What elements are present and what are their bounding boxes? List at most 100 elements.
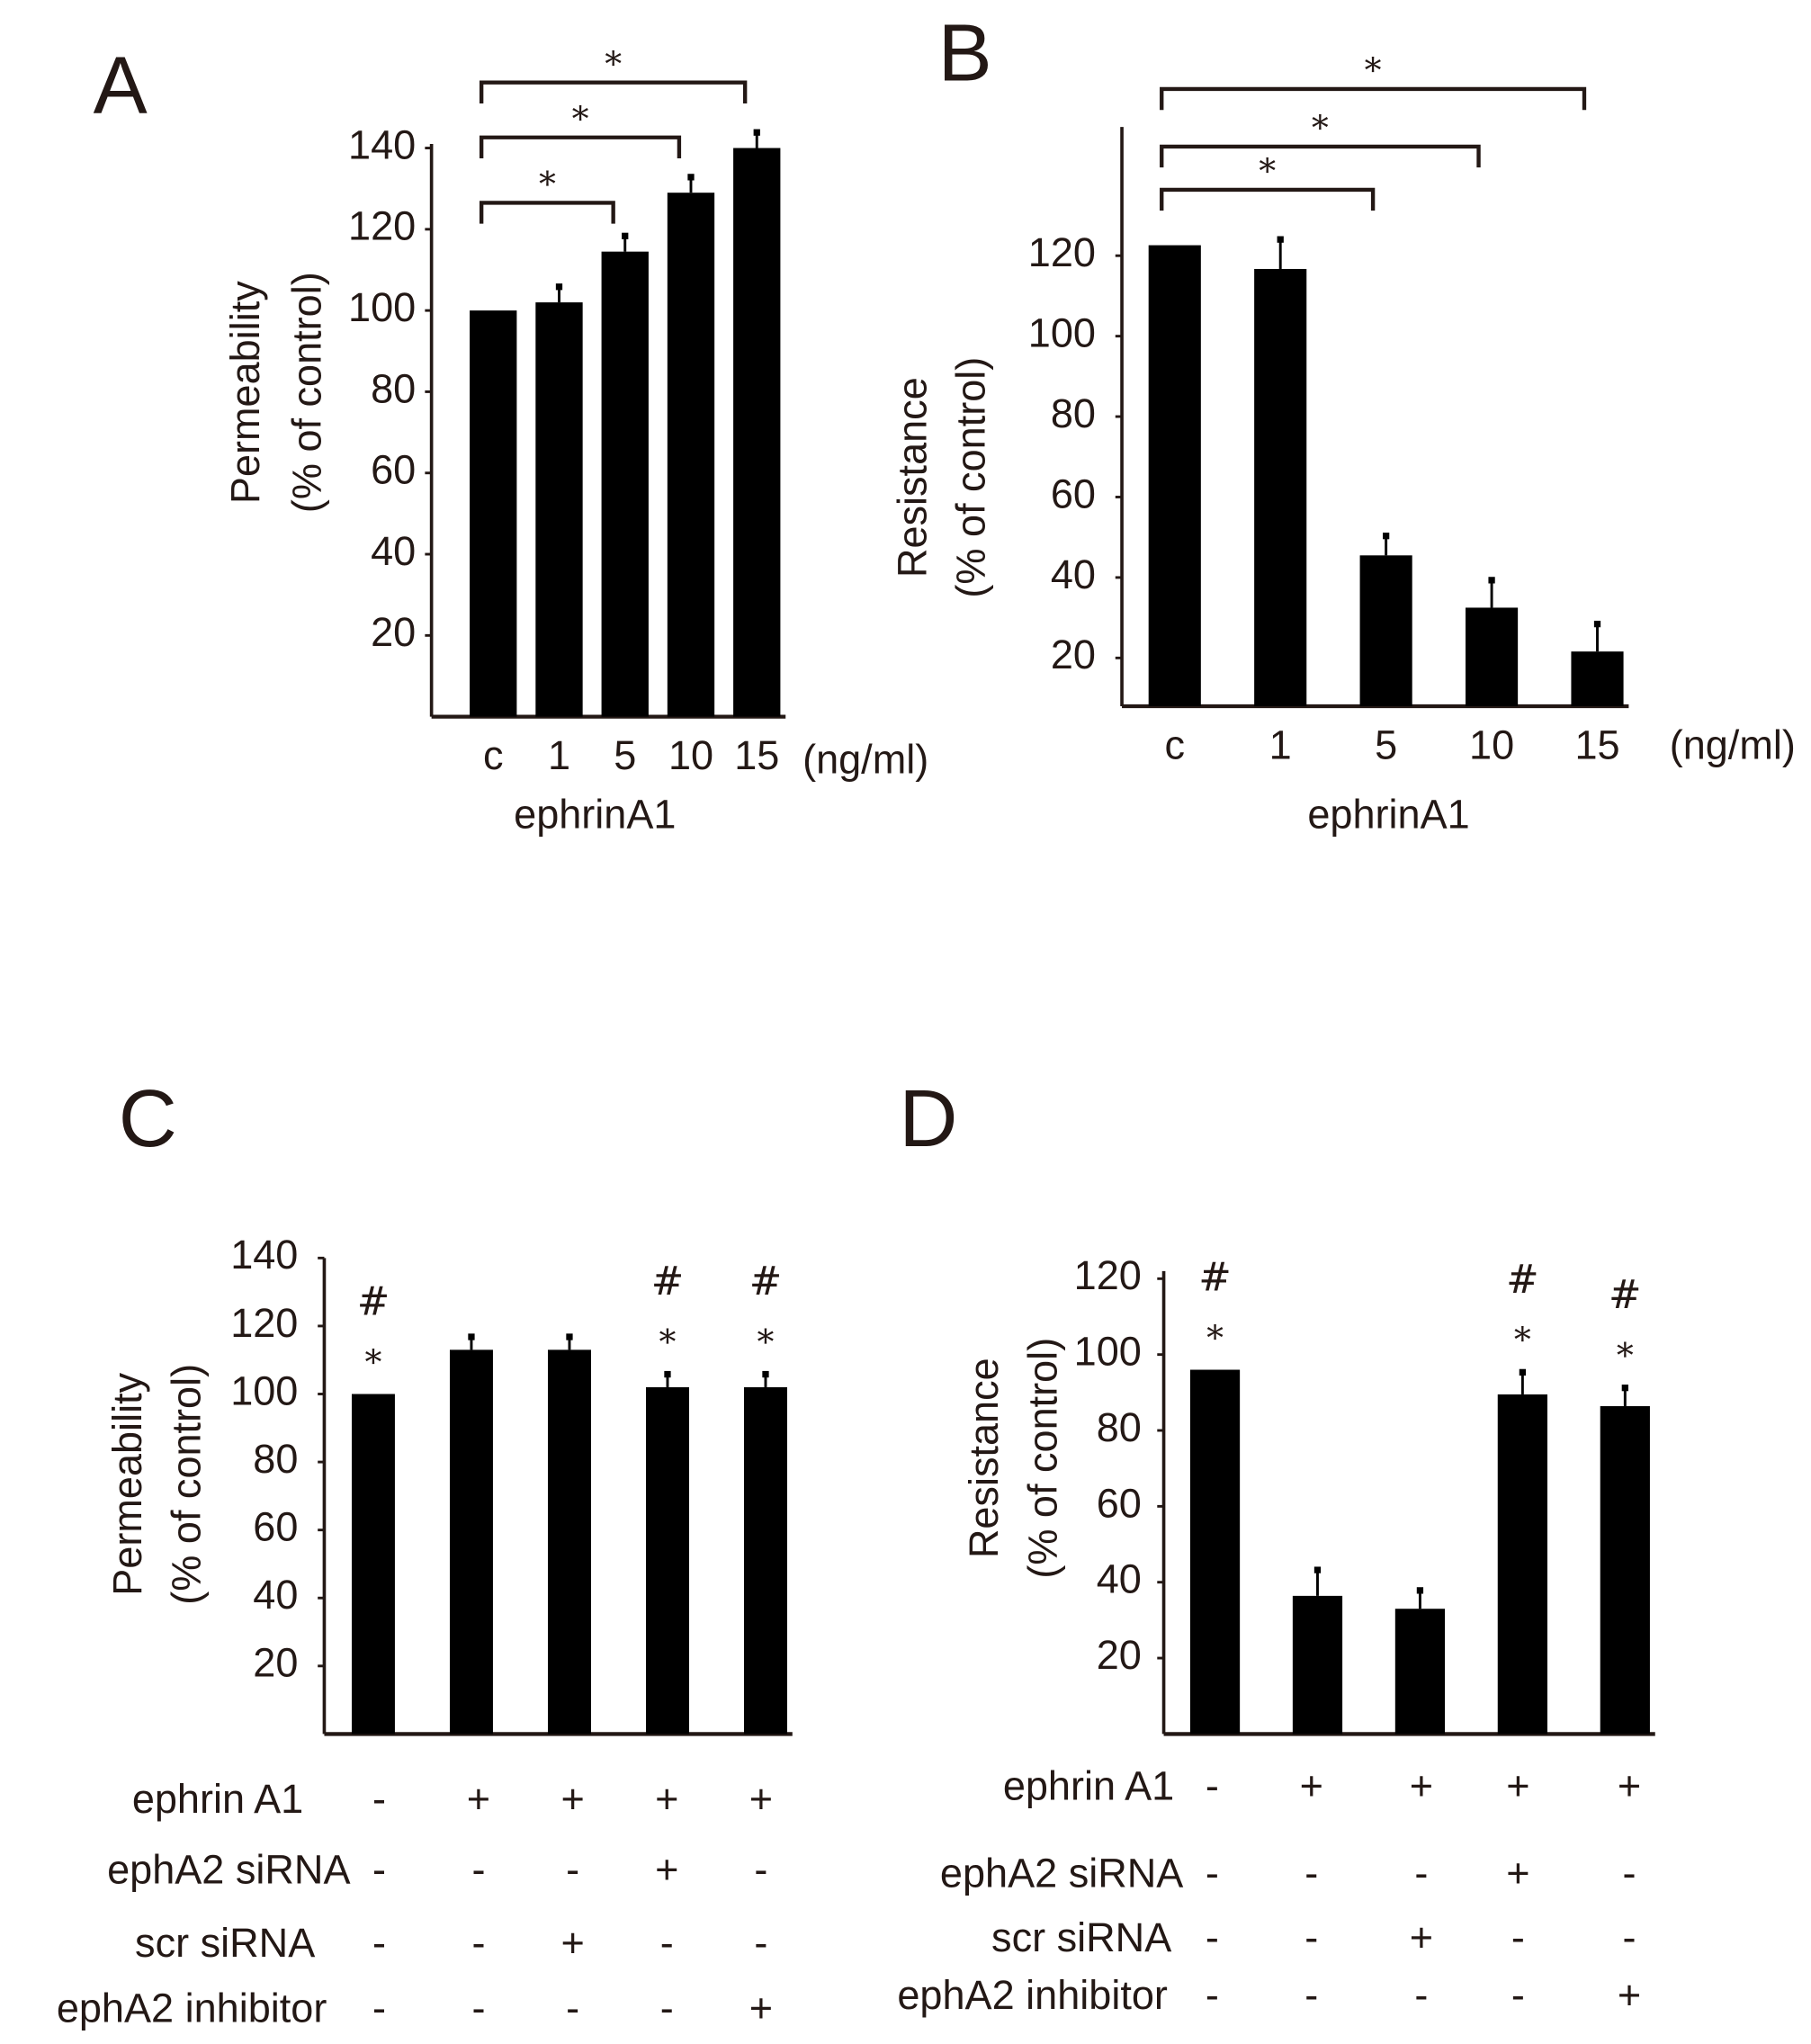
- significance-bracket: [479, 201, 615, 224]
- y-tick-label: 120: [348, 203, 416, 249]
- error-cap: [566, 1333, 573, 1340]
- x-tick-label: c: [1164, 722, 1185, 767]
- significance-bracket: [1160, 86, 1587, 111]
- y-tick-label: 100: [1028, 310, 1096, 356]
- y-tick-label: 20: [371, 609, 416, 655]
- y-tick-label: 20: [1051, 632, 1096, 677]
- error-cap: [468, 1333, 475, 1340]
- condition-value: +: [1410, 1762, 1433, 1808]
- y-tick-label: 60: [371, 447, 416, 493]
- condition-label: ephA2 inhibitor: [57, 1985, 327, 2031]
- condition-value: -: [1622, 1914, 1636, 1960]
- significance-label: *: [1259, 151, 1276, 191]
- error-cap: [1277, 236, 1284, 243]
- x-tick-label: 10: [1469, 722, 1514, 767]
- y-tick-label: 120: [230, 1300, 298, 1346]
- bar-annotation: #: [1506, 1258, 1539, 1303]
- bar-annotation: #: [749, 1260, 783, 1304]
- bar-annotation: *: [1206, 1318, 1224, 1358]
- condition-value: +: [1300, 1762, 1323, 1808]
- x-tick-label: c: [483, 732, 504, 778]
- y-tick-label: 100: [348, 284, 416, 330]
- condition-value: +: [749, 1985, 773, 2031]
- bar: [1292, 1595, 1343, 1735]
- condition-label: ephA2 siRNA: [940, 1851, 1183, 1896]
- bar-annotation: *: [659, 1322, 677, 1361]
- error-cap: [753, 129, 760, 136]
- condition-value: +: [655, 1776, 678, 1822]
- bar: [733, 148, 781, 717]
- bar-annotation: #: [651, 1260, 685, 1304]
- y-tick-label: 80: [1051, 390, 1096, 436]
- y-tick-label: 100: [1074, 1329, 1142, 1375]
- y-tick-label: 140: [230, 1232, 298, 1278]
- condition-value: -: [754, 1846, 767, 1892]
- bar: [1254, 268, 1307, 706]
- bar: [645, 1386, 689, 1735]
- bar: [1189, 1369, 1241, 1735]
- significance-label: *: [539, 164, 556, 203]
- condition-value: +: [1506, 1851, 1529, 1896]
- bar: [470, 310, 517, 717]
- bar: [547, 1349, 591, 1735]
- panel-letter: A: [94, 40, 148, 131]
- x-tick-label: 5: [1375, 722, 1397, 767]
- error-cap: [1488, 577, 1495, 584]
- significance-label: *: [605, 44, 622, 84]
- error-cap: [664, 1370, 671, 1378]
- y-tick-label: 80: [253, 1436, 298, 1482]
- bar: [1359, 555, 1412, 706]
- x-tick-label: 10: [668, 732, 713, 778]
- condition-value: +: [1618, 1972, 1641, 2018]
- y-tick-label: 40: [371, 528, 416, 574]
- y-tick-label: 60: [1097, 1480, 1142, 1526]
- y-axis-label: Resistance: [961, 1358, 1007, 1558]
- error-cap: [762, 1370, 769, 1378]
- condition-value: -: [566, 1846, 579, 1892]
- bar-annotation: *: [1617, 1335, 1634, 1375]
- y-axis-label: (% of control): [948, 357, 994, 598]
- y-tick-label: 120: [1074, 1252, 1142, 1298]
- y-tick-label: 80: [371, 365, 416, 411]
- x-tick-label: 15: [1574, 722, 1619, 767]
- bar: [667, 193, 715, 717]
- error-cap: [1621, 1385, 1628, 1392]
- condition-value: -: [1206, 1972, 1219, 2018]
- y-axis-label: Permeability: [104, 1372, 150, 1595]
- condition-value: -: [566, 1985, 579, 2031]
- bar: [449, 1349, 493, 1735]
- y-axis-label: (% of control): [283, 272, 329, 513]
- error-cap: [1593, 620, 1601, 628]
- y-tick-label: 140: [348, 121, 416, 167]
- y-tick-label: 40: [253, 1572, 298, 1618]
- bar: [1394, 1609, 1446, 1735]
- x-tick-label: 1: [1269, 722, 1292, 767]
- significance-bracket: [1160, 187, 1376, 211]
- bar: [1497, 1394, 1547, 1735]
- x-tick-label: 15: [734, 732, 779, 778]
- condition-value: -: [1511, 1914, 1525, 1960]
- y-tick-label: 20: [253, 1640, 298, 1686]
- bar: [1571, 651, 1624, 706]
- bar: [744, 1386, 787, 1735]
- condition-value: -: [1414, 1972, 1428, 2018]
- condition-value: -: [372, 1920, 386, 1966]
- condition-value: -: [1206, 1762, 1219, 1808]
- bar: [1148, 245, 1201, 706]
- condition-label: ephA2 inhibitor: [897, 1972, 1168, 2018]
- panel-letter: B: [938, 7, 992, 98]
- significance-label: *: [1365, 50, 1382, 90]
- condition-value: -: [1304, 1851, 1318, 1896]
- condition-value: -: [1622, 1851, 1636, 1896]
- bar-annotation: #: [1198, 1256, 1232, 1301]
- panel-letter: C: [119, 1073, 177, 1164]
- condition-value: -: [1206, 1914, 1219, 1960]
- condition-value: -: [1304, 1972, 1318, 2018]
- y-tick-label: 80: [1097, 1404, 1142, 1450]
- x-unit: (ng/ml): [802, 736, 928, 782]
- condition-value: -: [660, 1985, 674, 2031]
- bar: [1600, 1406, 1650, 1735]
- condition-value: -: [1414, 1851, 1428, 1896]
- significance-bracket: [1160, 144, 1481, 168]
- y-tick-label: 100: [230, 1367, 298, 1413]
